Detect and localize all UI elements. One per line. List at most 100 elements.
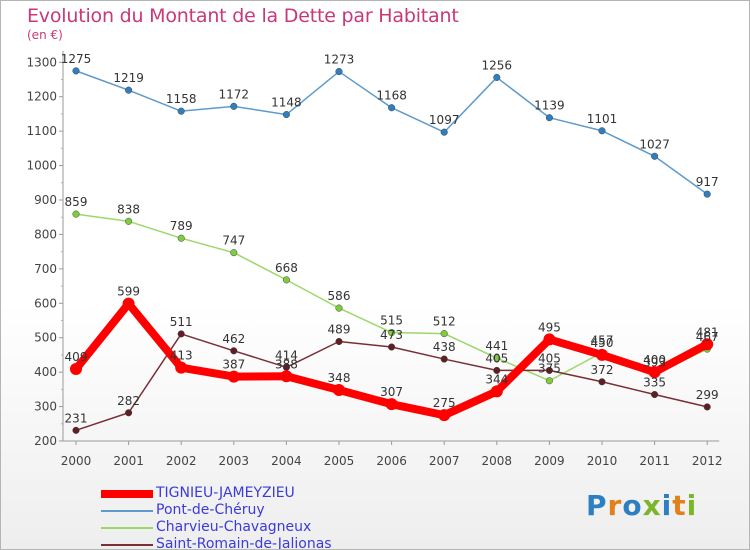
logo-letter: o xyxy=(622,489,643,522)
data-label-charvieu-chavagneux: 586 xyxy=(328,289,351,303)
data-label-saint-romain-de-jalionas: 335 xyxy=(643,376,666,390)
data-point-tignieu-jameyzieu xyxy=(280,370,293,383)
series-lines xyxy=(70,67,714,434)
legend-label: Pont-de-Chéruy xyxy=(156,502,265,518)
legend-swatch xyxy=(101,489,153,498)
data-label-charvieu-chavagneux: 375 xyxy=(538,362,561,376)
data-label-tignieu-jameyzieu: 495 xyxy=(538,320,561,334)
data-point-pont-de-cheruy xyxy=(125,86,133,94)
data-label-saint-romain-de-jalionas: 282 xyxy=(117,394,140,408)
legend-swatch xyxy=(101,509,153,512)
data-point-tignieu-jameyzieu xyxy=(543,333,556,346)
legend-swatch xyxy=(101,543,153,546)
data-label-tignieu-jameyzieu: 348 xyxy=(328,371,351,385)
logo-letter: i xyxy=(686,489,698,522)
data-point-pont-de-cheruy xyxy=(335,68,343,76)
data-point-charvieu-chavagneux xyxy=(282,276,290,284)
legend-item-charvieu-chavagneux: Charvieu-Chavagneux xyxy=(101,519,332,536)
legend-label: TIGNIEU-JAMEYZIEU xyxy=(156,485,295,501)
data-label-pont-de-cheruy: 1148 xyxy=(271,96,302,110)
data-label-tignieu-jameyzieu: 275 xyxy=(433,396,456,410)
y-tick-label: 1100 xyxy=(26,124,57,138)
legend-swatch xyxy=(101,526,153,529)
x-tick-label: 2010 xyxy=(587,454,618,468)
data-point-tignieu-jameyzieu xyxy=(227,370,240,383)
data-point-charvieu-chavagneux xyxy=(125,217,133,225)
data-point-pont-de-cheruy xyxy=(388,104,396,112)
x-tick-label: 2007 xyxy=(429,454,460,468)
logo-letter: r xyxy=(607,489,623,522)
data-point-pont-de-cheruy xyxy=(72,67,80,75)
data-point-pont-de-cheruy xyxy=(177,107,185,115)
data-point-pont-de-cheruy xyxy=(598,127,606,135)
data-label-charvieu-chavagneux: 789 xyxy=(170,219,193,233)
unit-label: (en €) xyxy=(27,28,63,42)
data-label-pont-de-cheruy: 1097 xyxy=(429,113,460,127)
data-label-pont-de-cheruy: 1158 xyxy=(166,92,197,106)
data-label-pont-de-cheruy: 1256 xyxy=(482,58,513,72)
data-label-tignieu-jameyzieu: 599 xyxy=(117,285,140,299)
data-point-pont-de-cheruy xyxy=(440,128,448,136)
y-tick-label: 900 xyxy=(34,193,57,207)
data-label-pont-de-cheruy: 1168 xyxy=(376,89,407,103)
data-point-pont-de-cheruy xyxy=(703,190,711,198)
y-tick-label: 400 xyxy=(34,365,57,379)
data-label-saint-romain-de-jalionas: 462 xyxy=(222,332,245,346)
logo-letter: i xyxy=(661,489,673,522)
logo-letter: t xyxy=(672,489,687,522)
chart-title: Evolution du Montant de la Dette par Hab… xyxy=(27,5,459,27)
x-tick-label: 2009 xyxy=(534,454,565,468)
data-point-saint-romain-de-jalionas xyxy=(651,390,659,399)
data-point-saint-romain-de-jalionas xyxy=(598,378,606,386)
legend-label: Charvieu-Chavagneux xyxy=(156,519,312,535)
y-tick-label: 1000 xyxy=(26,159,57,173)
data-point-charvieu-chavagneux xyxy=(230,249,238,257)
data-point-saint-romain-de-jalionas xyxy=(703,403,711,411)
x-tick-label: 2004 xyxy=(271,454,302,468)
x-tick-label: 2002 xyxy=(166,454,197,468)
data-label-tignieu-jameyzieu: 400 xyxy=(643,353,666,367)
data-label-charvieu-chavagneux: 838 xyxy=(117,202,140,216)
data-point-tignieu-jameyzieu xyxy=(122,297,135,310)
data-label-charvieu-chavagneux: 859 xyxy=(65,195,88,209)
data-label-tignieu-jameyzieu: 388 xyxy=(275,357,298,371)
data-point-saint-romain-de-jalionas xyxy=(388,343,396,351)
legend-label: Saint-Romain-de-Jalionas xyxy=(156,536,332,550)
data-point-tignieu-jameyzieu xyxy=(596,348,608,361)
data-point-tignieu-jameyzieu xyxy=(333,384,345,397)
data-label-charvieu-chavagneux: 457 xyxy=(591,334,614,348)
data-point-tignieu-jameyzieu xyxy=(385,398,398,411)
data-label-pont-de-cheruy: 1275 xyxy=(61,52,92,66)
data-label-charvieu-chavagneux: 515 xyxy=(380,314,403,328)
data-label-pont-de-cheruy: 1101 xyxy=(587,112,618,126)
data-labels: 1275 1219 1158 1172 1148 1273 1168 1097 1256 1139… xyxy=(61,52,719,425)
y-tick-label: 1300 xyxy=(26,55,57,69)
data-label-pont-de-cheruy: 1172 xyxy=(219,87,250,101)
data-point-tignieu-jameyzieu xyxy=(490,385,503,398)
data-point-saint-romain-de-jalionas xyxy=(72,426,80,434)
legend-item-pont-de-cheruy: Pont-de-Chéruy xyxy=(101,502,332,519)
data-label-charvieu-chavagneux: 467 xyxy=(696,330,719,344)
data-label-tignieu-jameyzieu: 409 xyxy=(65,350,88,364)
data-point-pont-de-cheruy xyxy=(545,114,553,122)
data-label-saint-romain-de-jalionas: 299 xyxy=(696,388,719,402)
data-label-saint-romain-de-jalionas: 414 xyxy=(275,348,298,362)
data-label-tignieu-jameyzieu: 307 xyxy=(380,385,403,399)
data-label-saint-romain-de-jalionas: 511 xyxy=(170,315,193,329)
y-tick-label: 800 xyxy=(34,227,57,241)
logo-letter: P xyxy=(586,489,608,522)
legend-item-saint-romain-de-jalionas: Saint-Romain-de-Jalionas xyxy=(101,536,332,550)
legend-item-tignieu-jameyzieu: TIGNIEU-JAMEYZIEU xyxy=(101,485,332,502)
data-label-saint-romain-de-jalionas: 405 xyxy=(538,351,561,365)
data-label-saint-romain-de-jalionas: 473 xyxy=(380,328,403,342)
data-point-charvieu-chavagneux xyxy=(440,330,448,338)
data-label-tignieu-jameyzieu: 481 xyxy=(696,325,719,339)
data-label-tignieu-jameyzieu: 413 xyxy=(170,349,193,363)
data-point-saint-romain-de-jalionas xyxy=(493,366,501,374)
legend: TIGNIEU-JAMEYZIEU Pont-de-Chéruy Charvieu-… xyxy=(101,485,332,550)
y-tick-label: 700 xyxy=(34,262,57,276)
data-point-charvieu-chavagneux xyxy=(177,234,185,242)
proxiti-logo: Proxiti xyxy=(586,489,697,522)
data-point-pont-de-cheruy xyxy=(493,73,501,81)
x-tick-label: 2008 xyxy=(482,454,513,468)
